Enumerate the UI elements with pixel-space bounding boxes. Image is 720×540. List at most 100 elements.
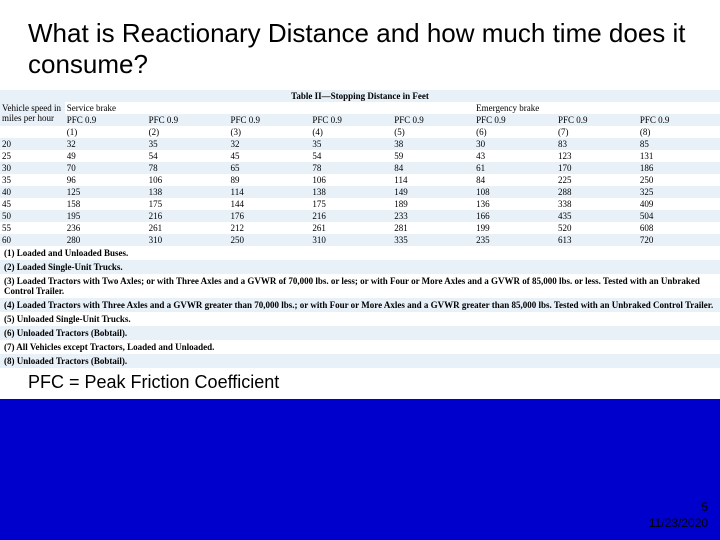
- cell: 114: [392, 174, 474, 186]
- cell: 250: [638, 174, 720, 186]
- cell: (5): [392, 126, 474, 138]
- table-row: 25495445545943123131: [0, 150, 720, 162]
- cell: 70: [65, 162, 147, 174]
- cell: 236: [65, 222, 147, 234]
- cell: (8): [638, 126, 720, 138]
- table-note-row: (6) Unloaded Tractors (Bobtail).: [0, 326, 720, 340]
- table-row: 35961068910611484225250: [0, 174, 720, 186]
- cell: 50: [0, 210, 65, 222]
- cell: 225: [556, 174, 638, 186]
- cell: 195: [65, 210, 147, 222]
- cell: 84: [392, 162, 474, 174]
- footer-text: PFC = Peak Friction Coefficient: [0, 368, 720, 399]
- cell: 54: [147, 150, 229, 162]
- table-row: 60280310250310335235613720: [0, 234, 720, 246]
- cell: (1): [65, 126, 147, 138]
- col-pfc-7: PFC 0.9: [556, 114, 638, 126]
- cell: 84: [474, 174, 556, 186]
- col-pfc-3: PFC 0.9: [229, 114, 311, 126]
- cell: 144: [229, 198, 311, 210]
- cell: 338: [556, 198, 638, 210]
- cell: 233: [392, 210, 474, 222]
- table-note-row: (3) Loaded Tractors with Two Axles; or w…: [0, 274, 720, 298]
- cell: (3): [229, 126, 311, 138]
- note-cell: (6) Unloaded Tractors (Bobtail).: [0, 326, 720, 340]
- table-header-3: (1) (2) (3) (4) (5) (6) (7) (8): [0, 126, 720, 138]
- table-row: 203235323538308385: [0, 138, 720, 150]
- cell: 20: [0, 138, 65, 150]
- table-note-row: (7) All Vehicles except Tractors, Loaded…: [0, 340, 720, 354]
- cell: 335: [392, 234, 474, 246]
- cell: 78: [310, 162, 392, 174]
- cell: [0, 126, 65, 138]
- col-vehicle-speed: Vehicle speed in miles per hour: [0, 102, 65, 126]
- slide: What is Reactionary Distance and how muc…: [0, 0, 720, 540]
- cell: 310: [147, 234, 229, 246]
- cell: (4): [310, 126, 392, 138]
- note-cell: (1) Loaded and Unloaded Buses.: [0, 246, 720, 260]
- cell: 235: [474, 234, 556, 246]
- cell: 281: [392, 222, 474, 234]
- cell: 158: [65, 198, 147, 210]
- cell: (2): [147, 126, 229, 138]
- cell: 106: [147, 174, 229, 186]
- cell: 38: [392, 138, 474, 150]
- table-header-2: PFC 0.9 PFC 0.9 PFC 0.9 PFC 0.9 PFC 0.9 …: [0, 114, 720, 126]
- cell: 30: [0, 162, 65, 174]
- cell: (6): [474, 126, 556, 138]
- table-header-1: Vehicle speed in miles per hour Service …: [0, 102, 720, 114]
- cell: 78: [147, 162, 229, 174]
- table-caption: Table II—Stopping Distance in Feet: [0, 90, 720, 102]
- table-row: 30707865788461170186: [0, 162, 720, 174]
- cell: 261: [310, 222, 392, 234]
- cell: 131: [638, 150, 720, 162]
- cell: 65: [229, 162, 311, 174]
- table-body: 2032353235383083852549544554594312313130…: [0, 138, 720, 246]
- cell: 310: [310, 234, 392, 246]
- cell: 32: [229, 138, 311, 150]
- note-cell: (4) Loaded Tractors with Three Axles and…: [0, 298, 720, 312]
- col-pfc-5: PFC 0.9: [392, 114, 474, 126]
- cell: 176: [229, 210, 311, 222]
- note-cell: (7) All Vehicles except Tractors, Loaded…: [0, 340, 720, 354]
- col-pfc-8: PFC 0.9: [638, 114, 720, 126]
- cell: 138: [310, 186, 392, 198]
- col-pfc-6: PFC 0.9: [474, 114, 556, 126]
- table-container: Table II—Stopping Distance in Feet Vehic…: [0, 90, 720, 368]
- table-note-row: (4) Loaded Tractors with Three Axles and…: [0, 298, 720, 312]
- note-cell: (5) Unloaded Single-Unit Trucks.: [0, 312, 720, 326]
- cell: 138: [147, 186, 229, 198]
- cell: 216: [147, 210, 229, 222]
- cell: 125: [65, 186, 147, 198]
- cell: 106: [310, 174, 392, 186]
- note-cell: (3) Loaded Tractors with Two Axles; or w…: [0, 274, 720, 298]
- cell: 613: [556, 234, 638, 246]
- cell: 504: [638, 210, 720, 222]
- cell: 35: [0, 174, 65, 186]
- cell: 45: [229, 150, 311, 162]
- cell: 199: [474, 222, 556, 234]
- table-note-row: (5) Unloaded Single-Unit Trucks.: [0, 312, 720, 326]
- cell: 96: [65, 174, 147, 186]
- cell: 30: [474, 138, 556, 150]
- note-cell: (8) Unloaded Tractors (Bobtail).: [0, 354, 720, 368]
- cell: 40: [0, 186, 65, 198]
- cell: 720: [638, 234, 720, 246]
- cell: 60: [0, 234, 65, 246]
- table-row: 45158175144175189136338409: [0, 198, 720, 210]
- cell: 216: [310, 210, 392, 222]
- note-cell: (2) Loaded Single-Unit Trucks.: [0, 260, 720, 274]
- cell: 59: [392, 150, 474, 162]
- cell: 325: [638, 186, 720, 198]
- cell: 43: [474, 150, 556, 162]
- cell: 35: [147, 138, 229, 150]
- cell: (7): [556, 126, 638, 138]
- cell: 250: [229, 234, 311, 246]
- cell: 108: [474, 186, 556, 198]
- cell: 55: [0, 222, 65, 234]
- table-caption-row: Table II—Stopping Distance in Feet: [0, 90, 720, 102]
- cell: 189: [392, 198, 474, 210]
- content-whitebox: What is Reactionary Distance and how muc…: [0, 0, 720, 399]
- cell: 608: [638, 222, 720, 234]
- col-pfc-2: PFC 0.9: [147, 114, 229, 126]
